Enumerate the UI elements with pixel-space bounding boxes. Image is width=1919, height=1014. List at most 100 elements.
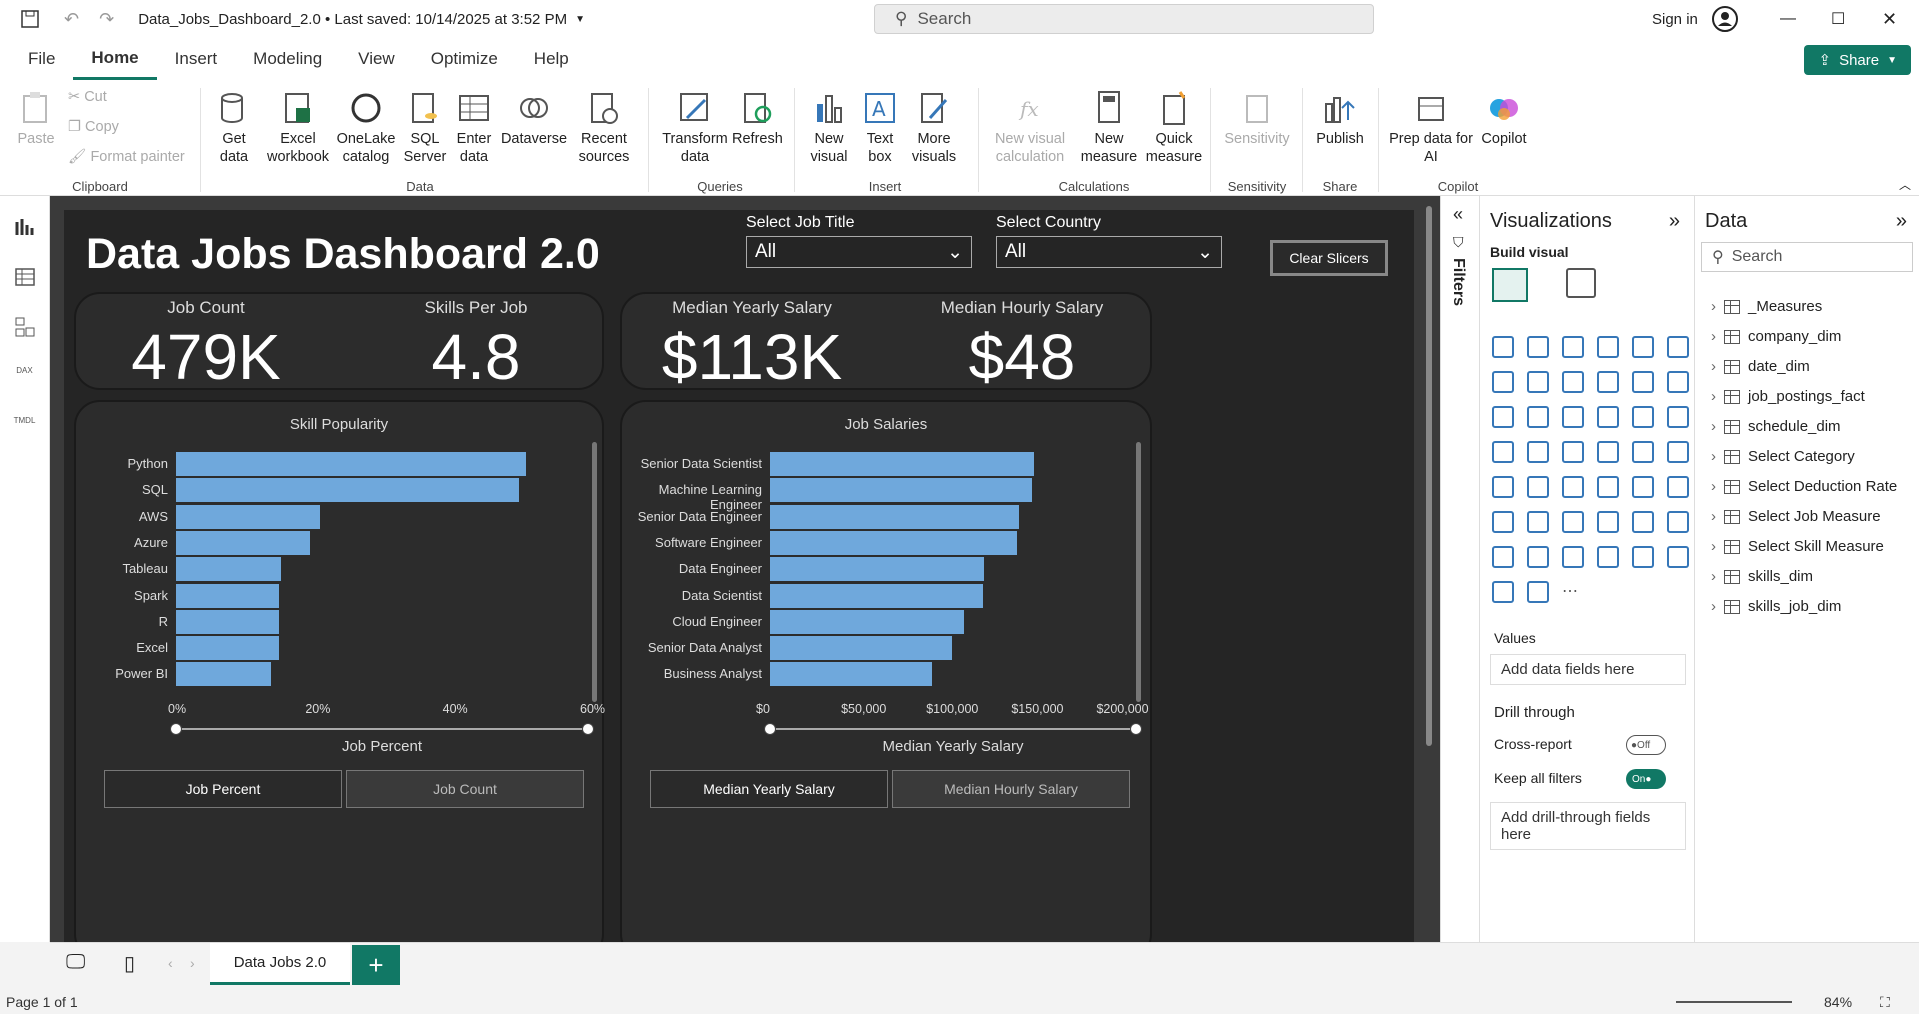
100-bar-icon[interactable] xyxy=(1632,336,1654,358)
fit-to-page-icon[interactable]: ⛶ xyxy=(1880,993,1890,1010)
bar[interactable] xyxy=(176,530,310,555)
build-visual-icon[interactable] xyxy=(1492,268,1528,302)
copilot-button[interactable]: Copilot xyxy=(1476,90,1532,148)
format-painter-button[interactable]: 🖌 Format painter xyxy=(68,148,185,166)
filters-pane[interactable]: « ⛉ Filters xyxy=(1440,196,1480,942)
range-slider-handle-min[interactable] xyxy=(764,723,776,735)
slicer-job-title-dropdown[interactable]: All ⌄ xyxy=(746,236,972,268)
range-slider-handle-max[interactable] xyxy=(1130,723,1142,735)
recent-sources-button[interactable]: Recent sources xyxy=(570,90,638,166)
bar[interactable] xyxy=(176,557,282,582)
python-visual-icon[interactable] xyxy=(1492,511,1514,533)
chevron-right-icon[interactable]: › xyxy=(1711,478,1716,495)
job-salaries-chart[interactable]: Job Salaries Senior Data Scientist Machine… xyxy=(620,400,1152,960)
bar[interactable] xyxy=(176,504,321,529)
bar[interactable] xyxy=(770,636,953,661)
measure-toggle-button[interactable]: Median Hourly Salary xyxy=(892,770,1130,808)
chevron-right-icon[interactable]: › xyxy=(1711,508,1716,525)
menu-file[interactable]: File xyxy=(28,49,56,68)
chevron-right-icon[interactable]: › xyxy=(1711,598,1716,615)
100-column-icon[interactable] xyxy=(1667,336,1689,358)
chevron-right-icon[interactable]: › xyxy=(1711,568,1716,585)
chevron-right-icon[interactable]: › xyxy=(1711,328,1716,345)
new-visual-calculation-button[interactable]: fx New visual calculation xyxy=(990,90,1070,166)
azure-map-icon[interactable] xyxy=(1597,441,1619,463)
power-apps-icon[interactable] xyxy=(1527,546,1549,568)
data-field-item[interactable]: › date_dim xyxy=(1711,358,1810,375)
clear-slicers-button[interactable]: Clear Slicers xyxy=(1270,240,1388,276)
qa-icon[interactable] xyxy=(1597,511,1619,533)
sql-server-button[interactable]: SQL Server xyxy=(402,90,448,166)
expand-icon[interactable]: » xyxy=(1668,210,1680,232)
gauge-icon[interactable] xyxy=(1632,441,1654,463)
format-visual-icon[interactable] xyxy=(1566,268,1596,298)
slicer-job-title[interactable]: Select Job Title All ⌄ xyxy=(746,214,972,268)
line-chart-icon[interactable] xyxy=(1492,371,1514,393)
goals-icon[interactable] xyxy=(1667,511,1689,533)
slicer-country-dropdown[interactable]: All ⌄ xyxy=(996,236,1222,268)
data-field-item[interactable]: › skills_dim xyxy=(1711,568,1813,585)
collapse-ribbon-icon[interactable]: ︿ xyxy=(1898,178,1911,192)
custom-visual-3-icon[interactable] xyxy=(1667,546,1689,568)
close-icon[interactable]: ✕ xyxy=(1882,8,1898,29)
account-icon[interactable] xyxy=(1712,6,1738,32)
next-page-icon[interactable]: › xyxy=(190,955,195,971)
scatter-icon[interactable] xyxy=(1597,406,1619,428)
bar[interactable] xyxy=(176,662,271,687)
data-field-item[interactable]: › _Measures xyxy=(1711,298,1822,315)
matrix-icon[interactable] xyxy=(1632,476,1654,498)
ribbon-chart-icon[interactable] xyxy=(1597,371,1619,393)
chart-scrollbar[interactable] xyxy=(592,442,597,702)
add-page-button[interactable]: + xyxy=(352,945,400,985)
bar[interactable] xyxy=(770,530,1017,555)
bar[interactable] xyxy=(770,557,985,582)
report-view-icon[interactable] xyxy=(14,216,36,238)
column-line-icon[interactable] xyxy=(1527,406,1549,428)
model-view-icon[interactable] xyxy=(14,316,36,338)
table-visual-icon[interactable] xyxy=(1597,476,1619,498)
values-well[interactable]: Add data fields here xyxy=(1490,654,1686,685)
bar[interactable] xyxy=(176,609,279,634)
bar[interactable] xyxy=(770,478,1033,503)
search-input[interactable]: ⚲ Search xyxy=(874,4,1374,34)
prev-page-icon[interactable]: ‹ xyxy=(168,955,173,971)
menu-help[interactable]: Help xyxy=(533,49,569,68)
table-view-icon[interactable] xyxy=(14,266,36,288)
dataverse-button[interactable]: Dataverse xyxy=(500,90,568,148)
bar[interactable] xyxy=(176,636,279,661)
window-title[interactable]: Data_Jobs_Dashboard_2.0 • Last saved: 10… xyxy=(138,10,568,28)
donut-icon[interactable] xyxy=(1667,406,1689,428)
r-visual-icon[interactable] xyxy=(1667,476,1689,498)
range-slider-track[interactable] xyxy=(176,728,588,730)
refresh-button[interactable]: Refresh xyxy=(732,90,783,148)
chevron-right-icon[interactable]: › xyxy=(1711,418,1716,435)
text-box-button[interactable]: A Text box xyxy=(858,90,902,166)
sign-in-link[interactable]: Sign in xyxy=(1652,10,1698,28)
range-slider-track[interactable] xyxy=(770,728,1136,730)
mobile-layout-icon[interactable]: ▯ xyxy=(124,953,136,975)
decomposition-tree-icon[interactable] xyxy=(1562,511,1584,533)
stacked-bar-icon[interactable] xyxy=(1492,336,1514,358)
kpi-icon[interactable] xyxy=(1527,476,1549,498)
maximize-icon[interactable]: ☐ xyxy=(1831,11,1846,28)
chevron-right-icon[interactable]: › xyxy=(1711,538,1716,555)
sensitivity-button[interactable]: Sensitivity xyxy=(1220,90,1294,148)
waterfall-icon[interactable] xyxy=(1667,371,1689,393)
multi-card-icon[interactable] xyxy=(1492,476,1514,498)
pie-icon[interactable] xyxy=(1632,406,1654,428)
map-icon[interactable] xyxy=(1527,441,1549,463)
quick-measure-button[interactable]: Quick measure xyxy=(1144,90,1204,166)
slicer-country[interactable]: Select Country All ⌄ xyxy=(996,214,1222,268)
cross-report-toggle[interactable]: ● Off xyxy=(1626,735,1666,755)
data-field-item[interactable]: › job_postings_fact xyxy=(1711,388,1865,405)
data-field-item[interactable]: › Select Skill Measure xyxy=(1711,538,1884,555)
line-stacked-icon[interactable] xyxy=(1492,406,1514,428)
expand-icon[interactable]: » xyxy=(1895,210,1907,232)
canvas-scrollbar[interactable] xyxy=(1426,206,1432,746)
page-tab[interactable]: Data Jobs 2.0 xyxy=(210,943,350,985)
range-slider-handle-max[interactable] xyxy=(582,723,594,735)
chevron-right-icon[interactable]: › xyxy=(1711,358,1716,375)
excel-button[interactable]: Excel workbook xyxy=(264,90,332,166)
desktop-layout-icon[interactable]: 🖵 xyxy=(66,951,86,973)
bar[interactable] xyxy=(176,452,527,476)
